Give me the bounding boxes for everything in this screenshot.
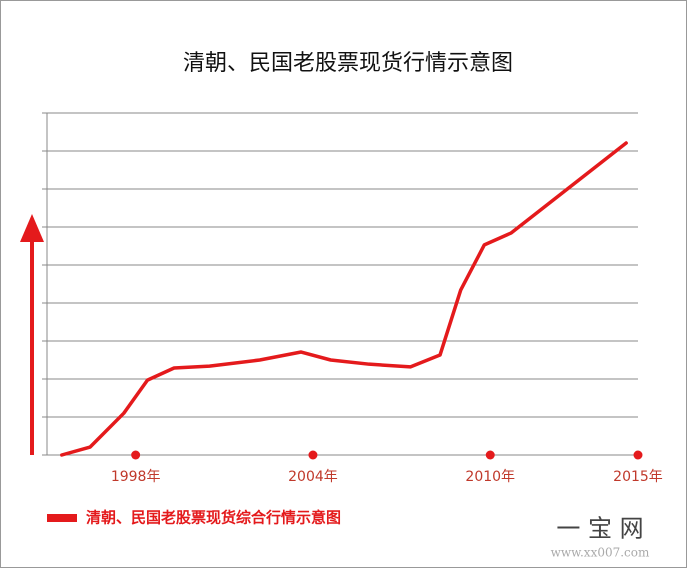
- legend-label: 清朝、民国老股票现货综合行情示意图: [86, 509, 341, 527]
- watermark: www.xx007.com: [551, 546, 650, 560]
- watermark: 一 宝 网: [556, 515, 643, 543]
- x-tick-dot: [633, 450, 643, 460]
- chart-title: 清朝、民国老股票现货行情示意图: [183, 51, 513, 76]
- up-arrow-head: [20, 214, 44, 242]
- x-tick-label: 2015年: [613, 469, 663, 485]
- x-tick-label: 2004年: [288, 469, 338, 485]
- x-tick-dot: [485, 450, 495, 460]
- x-tick-dot: [308, 450, 318, 460]
- x-tick-label: 1998年: [111, 469, 161, 485]
- x-tick-label: 2010年: [465, 469, 515, 485]
- line: [60, 141, 628, 457]
- x-tick-dot: [131, 450, 141, 460]
- legend-swatch: [47, 514, 77, 522]
